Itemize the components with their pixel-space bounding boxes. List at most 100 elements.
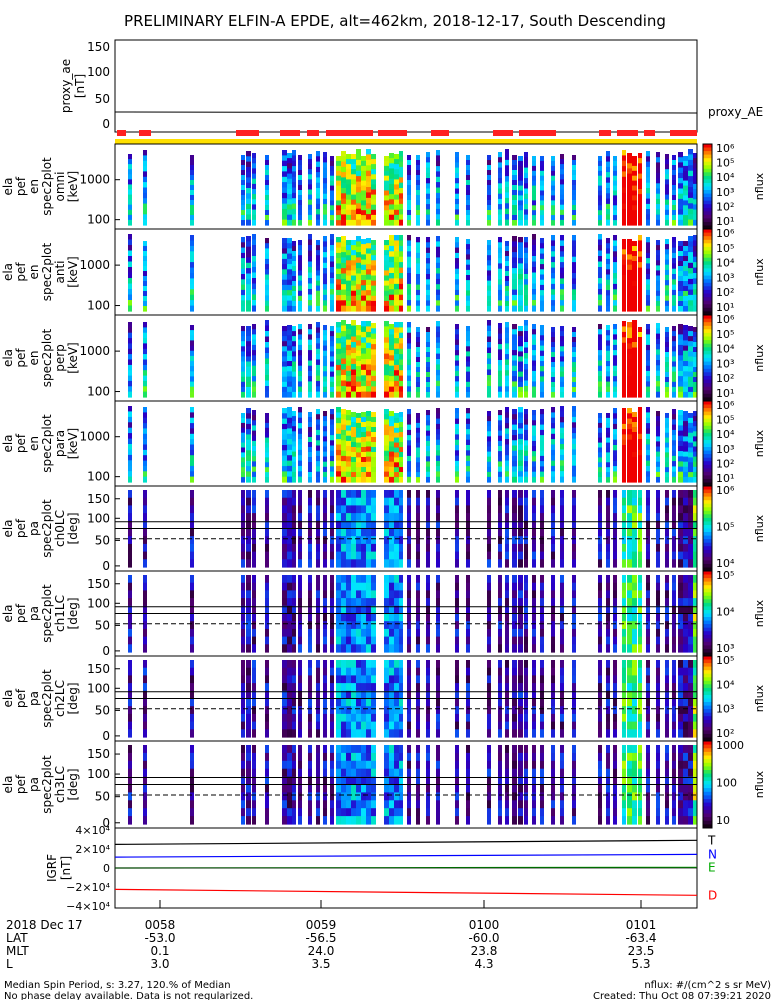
spectrogram-cell	[399, 391, 403, 398]
spectrogram-cell	[282, 160, 287, 167]
spectrogram-cell	[646, 151, 650, 157]
spectrogram-cell	[336, 713, 341, 723]
spectrogram-cell	[518, 170, 523, 177]
spectrogram-cell	[598, 220, 602, 226]
spectrogram-cell	[298, 350, 302, 356]
spectrogram-cell	[665, 497, 669, 506]
spectrogram-cell	[128, 154, 132, 160]
spectrogram-cell	[416, 472, 420, 478]
spectrogram-cell	[627, 391, 632, 398]
spectrogram-cell	[143, 439, 147, 446]
spectrogram-cell	[416, 367, 420, 373]
colorbar-tick: 10²	[716, 457, 734, 470]
spectrogram-cell	[298, 683, 302, 692]
spectrogram-cell	[678, 204, 683, 210]
spectrogram-cell	[351, 417, 356, 423]
spectrogram-cell	[505, 460, 509, 467]
spectrogram-cell	[498, 237, 502, 243]
spectrogram-cell	[632, 200, 637, 206]
spectrogram-cell	[551, 455, 555, 462]
spectrogram-cell	[665, 536, 669, 545]
spectrogram-cell	[330, 497, 334, 506]
spectrogram-cell	[455, 445, 459, 451]
spectrogram-cell	[678, 178, 683, 184]
spectrogram-cell	[551, 337, 555, 343]
spectrogram-cell	[316, 332, 320, 339]
spectrogram-cell	[646, 284, 650, 291]
spectrogram-cell	[622, 386, 626, 393]
spectrogram-cell	[246, 262, 251, 269]
spectrogram-cell	[292, 261, 296, 267]
spectrogram-cell	[646, 497, 650, 506]
spectrogram-cell	[613, 598, 617, 607]
spectrogram-cell	[316, 698, 320, 707]
spectrogram-cell	[532, 267, 536, 274]
spectrogram-cell	[622, 423, 626, 430]
spectrogram-cell	[341, 598, 346, 607]
spectrogram-cell	[190, 386, 194, 393]
spectrogram-cell	[426, 342, 430, 348]
spectrogram-cell	[598, 513, 602, 522]
spectrogram-cell	[265, 180, 269, 186]
spectrogram-cell	[498, 354, 502, 361]
spectrogram-cell	[436, 171, 440, 178]
spectrogram-cell	[426, 193, 430, 200]
spectrogram-cell	[351, 605, 356, 615]
spectrogram-cell	[688, 181, 693, 188]
spectrogram-cell	[622, 490, 626, 499]
spectrogram-cell	[455, 193, 459, 200]
spectrogram-cell	[361, 285, 366, 291]
spectrogram-cell	[622, 249, 626, 255]
spectrogram-cell	[336, 628, 341, 638]
spectrogram-cell	[371, 520, 376, 530]
spectrogram-cell	[323, 376, 327, 383]
spectrogram-cell	[551, 520, 555, 530]
spectrogram-cell	[128, 327, 132, 334]
panel-y-tick: 100	[87, 299, 110, 313]
spectrogram-cell	[613, 205, 617, 211]
spectrogram-cell	[292, 466, 296, 473]
spectrogram-cell	[246, 445, 251, 451]
spectrogram-cell	[560, 256, 564, 263]
spectrogram-cell	[246, 628, 251, 638]
spectrogram-cell	[351, 432, 356, 438]
spectrogram-cell	[505, 417, 509, 424]
spectrogram-cell	[540, 355, 544, 362]
spectrogram-cell	[323, 178, 327, 184]
spectrogram-cell	[361, 359, 366, 365]
spectrogram-cell	[632, 536, 637, 545]
spectrogram-cell	[330, 450, 334, 457]
spectrogram-cell	[436, 160, 440, 167]
spectrogram-cell	[693, 273, 697, 279]
spectrogram-cell	[252, 189, 256, 195]
spectrogram-cell	[551, 235, 555, 241]
spectrogram-cell	[190, 278, 194, 285]
spectrogram-cell	[351, 412, 356, 418]
spectrogram-cell	[246, 528, 251, 537]
spectrogram-cell	[292, 520, 296, 530]
spectrogram-cell	[399, 188, 403, 194]
spectrogram-cell	[351, 575, 356, 584]
spectrogram-cell	[683, 381, 688, 388]
spectrogram-cell	[336, 528, 341, 537]
spectrogram-cell	[336, 621, 341, 630]
spectrogram-cell	[366, 284, 371, 291]
spectrogram-cell	[678, 188, 683, 195]
spectrogram-cell	[466, 381, 470, 388]
spectrogram-cell	[246, 284, 251, 291]
spectrogram-cell	[246, 582, 251, 591]
spectrogram-cell	[455, 476, 459, 483]
spectrogram-cell	[282, 644, 287, 653]
spectrogram-cell	[436, 305, 440, 312]
spectrogram-cell	[455, 413, 459, 420]
spectrogram-cell	[606, 598, 610, 607]
spectrogram-cell	[524, 543, 528, 553]
spectrogram-cell	[487, 331, 491, 338]
spectrogram-cell	[143, 338, 147, 345]
spectrogram-cell	[532, 200, 536, 206]
spectrogram-cell	[560, 422, 564, 429]
colorbar-swatch	[703, 147, 712, 152]
spectrogram-cell	[466, 408, 470, 414]
spectrogram-cell	[323, 551, 327, 560]
spectrogram-cell	[416, 613, 420, 622]
